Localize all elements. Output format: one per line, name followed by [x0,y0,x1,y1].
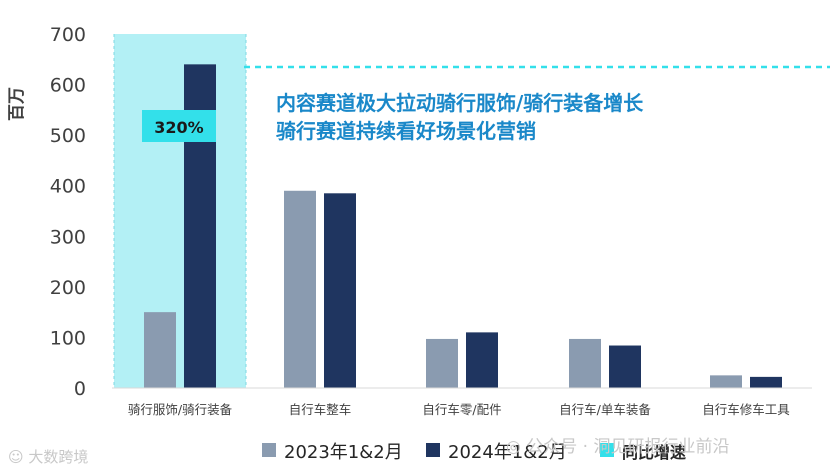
x-tick-label: 自行车/单车装备 [559,402,651,417]
growth-label: 320% [154,118,203,137]
y-tick-label: 500 [50,125,86,147]
watermark-left-icon: ☺ [8,448,24,466]
legend-swatch [600,443,614,457]
y-tick-label: 400 [50,176,86,198]
growth-label-box [142,110,216,142]
x-tick-label: 自行车修车工具 [702,402,790,417]
bar [284,190,316,388]
bar [609,345,641,388]
callout-line: 内容赛道极大拉动骑行服饰/骑行装备增长 [276,91,644,115]
watermark-right: ◎ 公众号 · 洞见研报行业前沿 [506,432,729,457]
bar [324,193,356,388]
highlight-layer [113,34,247,388]
x-tick-label: 自行车零/配件 [422,402,501,417]
bar [426,338,458,388]
highlight-region [114,34,246,388]
y-axis-title: 百万 [7,87,27,121]
watermark-right-text: 公众号 · 洞见研报行业前沿 [526,437,730,457]
y-tick-label: 200 [50,277,86,299]
y-tick-label: 600 [50,75,86,97]
wechat-icon: ◎ [506,437,521,457]
x-tick-label: 自行车整车 [289,402,352,417]
legend: 2023年1&2月 2024年1&2月 同比增速 [262,442,686,463]
callout-line: 骑行赛道持续看好场景化营销 [276,119,536,143]
bar [750,376,782,388]
y-tick-label: 0 [74,378,86,400]
watermark-left: ☺ 大数跨境 [8,446,88,467]
bar [466,332,498,388]
bar [569,338,601,388]
legend-swatch [262,443,276,457]
bar [144,312,176,388]
legend-swatch [426,443,440,457]
y-tick-label: 700 [50,24,86,46]
legend-label: 同比增速 [622,443,686,462]
legend-label: 2024年1&2月 [448,442,567,463]
legend-label: 2023年1&2月 [284,442,403,463]
bar [710,375,742,388]
x-tick-label: 骑行服饰/骑行装备 [128,402,233,417]
y-tick-label: 100 [50,327,86,349]
y-tick-label: 300 [50,226,86,248]
watermark-left-text: 大数跨境 [28,448,89,466]
